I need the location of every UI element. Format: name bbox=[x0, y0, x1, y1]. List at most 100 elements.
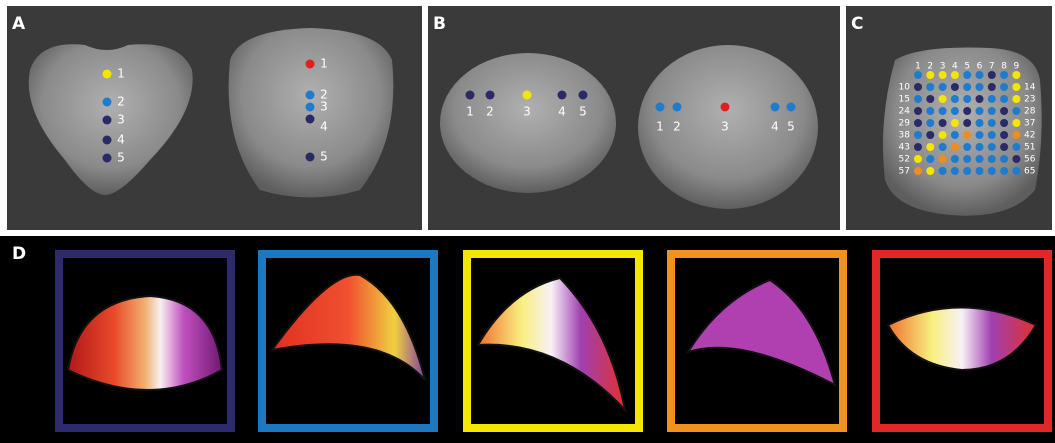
grid-dot bbox=[926, 119, 934, 127]
grid-dot bbox=[951, 167, 959, 175]
grid-number: 57 bbox=[899, 167, 910, 177]
dot-label: 3 bbox=[117, 113, 125, 127]
grid-dot bbox=[951, 155, 959, 163]
marker-dot bbox=[486, 91, 495, 100]
grid-dot bbox=[1012, 71, 1020, 79]
grid-dot bbox=[988, 131, 996, 139]
grid-dot bbox=[926, 71, 934, 79]
marker-dot bbox=[771, 103, 780, 112]
panel-label: D bbox=[12, 244, 26, 264]
grid-dot bbox=[963, 167, 971, 175]
grid-dot bbox=[1000, 143, 1008, 151]
marker-dot bbox=[306, 115, 315, 124]
grid-dot bbox=[926, 167, 934, 175]
grid-dot bbox=[988, 119, 996, 127]
grid-dot bbox=[914, 71, 922, 79]
dot-label: 3 bbox=[320, 100, 328, 114]
dot-label: 1 bbox=[656, 120, 664, 134]
marker-dot bbox=[721, 103, 730, 112]
marker-dot bbox=[306, 153, 315, 162]
grid-dot bbox=[1000, 131, 1008, 139]
grid-dot bbox=[951, 143, 959, 151]
figure: ABCD123451234512345123451234567891015242… bbox=[0, 0, 1055, 443]
grid-dot bbox=[1012, 119, 1020, 127]
grid-number: 6 bbox=[977, 62, 983, 72]
grid-number: 1 bbox=[915, 62, 921, 72]
dot-label: 2 bbox=[673, 120, 681, 134]
grid-number: 24 bbox=[899, 107, 911, 117]
marker-dot bbox=[673, 103, 682, 112]
grid-dot bbox=[976, 131, 984, 139]
grid-dot bbox=[1012, 95, 1020, 103]
grid-dot bbox=[951, 83, 959, 91]
grid-dot bbox=[988, 155, 996, 163]
grid-dot bbox=[951, 119, 959, 127]
grid-number: 43 bbox=[899, 143, 910, 153]
panel-label: B bbox=[433, 14, 446, 34]
grid-number: 56 bbox=[1024, 155, 1036, 165]
grid-dot bbox=[976, 167, 984, 175]
marker-dot bbox=[579, 91, 588, 100]
marker-dot bbox=[103, 136, 112, 145]
dot-label: 1 bbox=[320, 57, 328, 71]
dot-label: 4 bbox=[117, 133, 125, 147]
grid-dot bbox=[926, 143, 934, 151]
grid-dot bbox=[951, 107, 959, 115]
grid-dot bbox=[976, 143, 984, 151]
grid-dot bbox=[963, 155, 971, 163]
dot-label: 1 bbox=[117, 67, 125, 81]
grid-number: 38 bbox=[899, 131, 911, 141]
grid-dot bbox=[939, 119, 947, 127]
grid-number: 15 bbox=[899, 95, 910, 105]
grid-number: 9 bbox=[1014, 62, 1020, 72]
dot-label: 4 bbox=[558, 105, 566, 119]
grid-number: 2 bbox=[927, 62, 933, 72]
marker-dot bbox=[523, 91, 532, 100]
dot-label: 1 bbox=[466, 105, 474, 119]
grid-number: 3 bbox=[940, 62, 946, 72]
grid-number: 14 bbox=[1024, 83, 1036, 93]
bell-shape bbox=[229, 28, 394, 198]
marker-dot bbox=[787, 103, 796, 112]
marker-dot bbox=[558, 91, 567, 100]
grid-dot bbox=[914, 107, 922, 115]
grid-dot bbox=[963, 143, 971, 151]
grid-number: 29 bbox=[899, 119, 911, 129]
grid-dot bbox=[914, 167, 922, 175]
grid-dot bbox=[1000, 119, 1008, 127]
grid-dot bbox=[939, 167, 947, 175]
grid-dot bbox=[914, 131, 922, 139]
grid-dot bbox=[951, 131, 959, 139]
grid-dot bbox=[976, 155, 984, 163]
dot-label: 2 bbox=[117, 95, 125, 109]
dot-label: 5 bbox=[320, 150, 328, 164]
grid-dot bbox=[939, 131, 947, 139]
grid-dot bbox=[1012, 143, 1020, 151]
grid-dot bbox=[939, 107, 947, 115]
grid-number: 8 bbox=[1001, 62, 1007, 72]
grid-dot bbox=[963, 71, 971, 79]
grid-number: 65 bbox=[1024, 167, 1035, 177]
grid-dot bbox=[1012, 155, 1020, 163]
grid-dot bbox=[1000, 167, 1008, 175]
grid-dot bbox=[926, 131, 934, 139]
grid-dot bbox=[914, 143, 922, 151]
grid-dot bbox=[988, 71, 996, 79]
dot-label: 5 bbox=[117, 151, 125, 165]
panel-label: C bbox=[851, 14, 863, 34]
grid-dot bbox=[1000, 95, 1008, 103]
dot-label: 2 bbox=[486, 105, 494, 119]
marker-dot bbox=[103, 116, 112, 125]
grid-number: 5 bbox=[964, 62, 970, 72]
marker-dot bbox=[306, 60, 315, 69]
marker-dot bbox=[306, 103, 315, 112]
grid-dot bbox=[963, 95, 971, 103]
marker-dot bbox=[466, 91, 475, 100]
grid-dot bbox=[1012, 83, 1020, 91]
grid-number: 28 bbox=[1024, 107, 1036, 117]
grid-dot bbox=[976, 95, 984, 103]
grid-dot bbox=[976, 107, 984, 115]
grid-dot bbox=[1012, 167, 1020, 175]
grid-dot bbox=[1000, 83, 1008, 91]
grid-dot bbox=[951, 71, 959, 79]
